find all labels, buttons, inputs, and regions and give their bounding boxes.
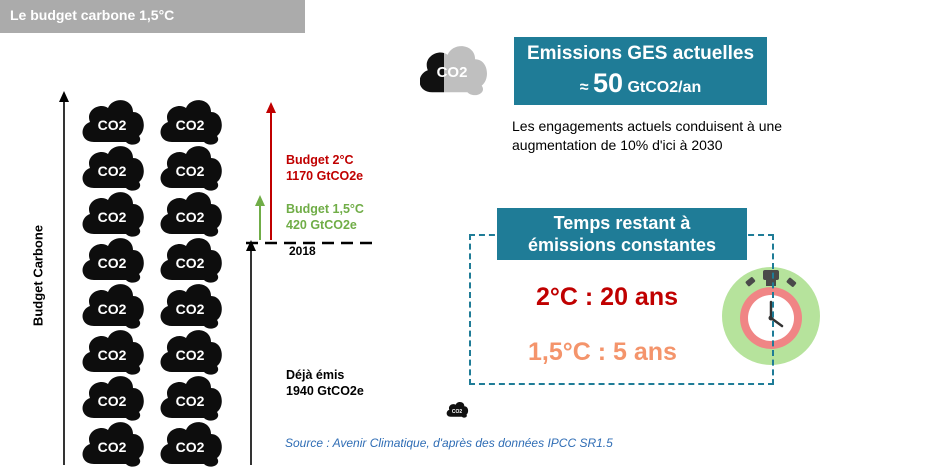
ghg-title: Emissions GES actuelles [526,43,755,64]
budget-2c-title: Budget 2°C [286,153,354,167]
budget-2c-arrowhead [266,102,276,113]
co2-cloud-icon: CO2 [160,238,222,283]
co2-cloud-label: CO2 [98,439,127,455]
co2-cloud-label: CO2 [176,255,205,271]
co2-cloud-icon: CO2 [82,192,144,237]
co2-cloud-label: CO2 [176,117,205,133]
co2-cloud-icon: CO2 [82,146,144,191]
time-box-line2: émissions constantes [527,235,717,255]
emitted-arrowhead [246,240,256,251]
co2-cloud-label: CO2 [98,255,127,271]
budget-15c-value: 420 GtCO2e [286,218,357,232]
co2-cloud-label: CO2 [176,347,205,363]
co2-cloud-label: CO2 [98,117,127,133]
co2-cloud-icon: CO2 [160,330,222,375]
co2-cloud-label: CO2 [176,209,205,225]
co2-cloud-icon: CO2 [160,376,222,421]
budget-axis-label: Budget Carbone [30,224,46,327]
co2-cloud-label: CO2 [98,347,127,363]
co2-cloud-label: CO2 [176,439,205,455]
half-cloud-label: CO2 [437,64,468,81]
year-label: 2018 [289,244,316,258]
ghg-value-line: ≈ 50 GtCO2/an [514,68,767,99]
co2-cloud-icon: CO2 [82,422,144,467]
result-2c: 2°C : 20 ans [536,283,679,311]
co2-cloud-icon: CO2 [160,192,222,237]
already-emitted-title: Déjà émis [286,368,345,382]
title-bar [0,0,305,33]
page-title: Le budget carbone 1,5°C [10,7,175,23]
co2-cloud-icon: CO2 [82,330,144,375]
half-co2-cloud-icon: CO2 [420,46,487,96]
co2-cloud-label: CO2 [176,163,205,179]
co2-cloud-label: CO2 [98,301,127,317]
co2-cloud-icon: CO2 [160,100,222,145]
co2-cloud-icon: CO2 [160,146,222,191]
ghg-value: 50 [592,68,624,98]
co2-cloud-grid: CO2 CO2 CO2 CO2 CO2 CO2 CO2 CO2 CO2 CO2 CO2 CO2 CO2 C… [82,100,222,467]
source-text: Source : Avenir Climatique, d'après des … [285,436,613,450]
ghg-approx: ≈ [579,79,589,96]
svg-text:CO2: CO2 [452,409,463,415]
co2-cloud-label: CO2 [176,301,205,317]
budget-2c-value: 1170 GtCO2e [286,169,364,183]
co2-cloud-label: CO2 [176,393,205,409]
co2-cloud-icon: CO2 [160,422,222,467]
ghg-emissions-box: Emissions GES actuelles ≈ 50 GtCO2/an [514,37,767,105]
small-co2-cloud-icon: CO2 [446,402,469,418]
budget-2c-label: Budget 2°C 1170 GtCO2e [286,152,363,184]
ghg-unit: GtCO2/an [627,79,702,96]
co2-cloud-icon: CO2 [82,284,144,329]
co2-cloud-label: CO2 [98,393,127,409]
remaining-time-box: Temps restant à émissions constantes [497,208,747,260]
co2-cloud-icon: CO2 [160,284,222,329]
budget-15c-arrowhead [255,195,265,206]
already-emitted-label: Déjà émis 1940 GtCO2e [286,367,364,399]
budget-15c-title: Budget 1,5°C [286,202,364,216]
co2-cloud-icon: CO2 [82,238,144,283]
result-15c: 1,5°C : 5 ans [528,338,677,366]
co2-cloud-icon: CO2 [82,376,144,421]
co2-cloud-icon: CO2 [82,100,144,145]
budget-axis-arrowhead [59,91,69,102]
engagements-text: Les engagements actuels conduisent à une… [512,118,783,153]
already-emitted-value: 1940 GtCO2e [286,384,364,398]
co2-cloud-label: CO2 [98,163,127,179]
co2-cloud-label: CO2 [98,209,127,225]
budget-15c-label: Budget 1,5°C 420 GtCO2e [286,201,364,233]
time-box-line1: Temps restant à [553,213,691,233]
stopwatch-icon [722,267,820,365]
